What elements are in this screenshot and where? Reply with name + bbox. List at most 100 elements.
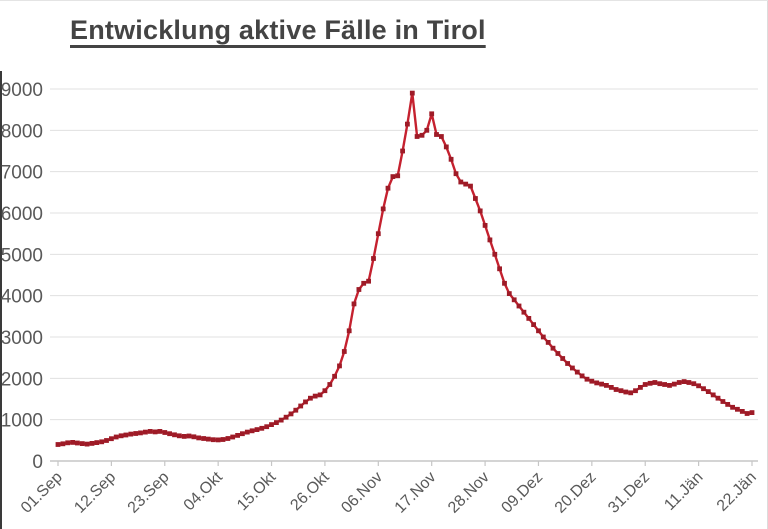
data-point-marker bbox=[79, 441, 85, 446]
y-tick-label: 4000 bbox=[1, 287, 43, 308]
data-point-marker bbox=[371, 256, 376, 261]
data-point-marker bbox=[147, 429, 153, 434]
data-point-marker bbox=[555, 351, 561, 356]
data-point-marker bbox=[385, 185, 391, 191]
data-point-marker bbox=[133, 431, 139, 436]
y-tick-label: 7000 bbox=[1, 163, 43, 184]
data-point-marker bbox=[652, 380, 658, 385]
data-point-marker bbox=[618, 388, 624, 394]
data-point-marker bbox=[628, 390, 634, 396]
data-point-marker bbox=[623, 389, 629, 395]
data-point-marker bbox=[332, 373, 337, 379]
data-point-marker bbox=[604, 383, 609, 388]
data-point-marker bbox=[531, 322, 536, 327]
data-point-marker bbox=[657, 381, 663, 387]
data-point-marker bbox=[671, 381, 677, 387]
y-tick-label: 8000 bbox=[1, 121, 43, 142]
data-point-marker bbox=[735, 406, 740, 412]
data-point-marker bbox=[642, 382, 648, 387]
data-point-marker bbox=[414, 134, 420, 139]
data-point-marker bbox=[128, 431, 134, 437]
data-point-marker bbox=[725, 402, 731, 407]
data-point-marker bbox=[594, 380, 600, 386]
data-point-marker bbox=[574, 369, 580, 375]
data-point-marker bbox=[346, 328, 352, 334]
data-point-marker bbox=[681, 379, 687, 384]
data-point-marker bbox=[599, 381, 604, 387]
y-gridlines bbox=[50, 88, 758, 421]
data-point-marker bbox=[274, 420, 279, 425]
y-tick-label: 0 bbox=[32, 452, 43, 473]
data-point-marker bbox=[366, 278, 371, 284]
data-point-marker bbox=[230, 434, 236, 440]
data-point-marker bbox=[288, 411, 294, 417]
data-point-marker bbox=[327, 382, 333, 387]
data-point-marker bbox=[579, 373, 585, 379]
data-point-marker bbox=[390, 174, 396, 179]
data-point-marker bbox=[443, 144, 449, 150]
data-point-marker bbox=[395, 173, 401, 179]
data-point-marker bbox=[419, 132, 425, 138]
data-point-marker bbox=[196, 435, 202, 441]
x-axis-labels: 01.Sep 12.Sep 23.Sep 04.Okt 15.Okt 26.Okt 06.N… bbox=[18, 468, 760, 516]
data-point-marker bbox=[191, 434, 197, 440]
data-point-marker bbox=[749, 410, 755, 415]
data-point-marker bbox=[638, 385, 643, 390]
data-point-marker bbox=[293, 407, 299, 413]
data-point-marker bbox=[298, 403, 304, 409]
data-point-marker bbox=[701, 386, 706, 392]
data-point-marker bbox=[215, 437, 221, 443]
data-point-marker bbox=[473, 196, 478, 201]
data-point-marker bbox=[312, 393, 318, 399]
data-point-marker bbox=[439, 134, 444, 139]
data-point-marker bbox=[458, 179, 464, 185]
data-point-marker bbox=[210, 437, 216, 443]
x-tick-label: 20.Dez bbox=[552, 469, 600, 517]
data-point-marker bbox=[356, 287, 362, 292]
data-point-marker bbox=[308, 395, 313, 401]
y-tick-label: 2000 bbox=[1, 369, 43, 390]
data-point-marker bbox=[152, 429, 158, 435]
data-point-marker bbox=[109, 436, 114, 442]
data-point-marker bbox=[696, 383, 701, 389]
data-point-marker bbox=[497, 266, 502, 272]
data-point-marker bbox=[65, 440, 71, 446]
data-point-marker bbox=[341, 349, 347, 354]
x-tick-label: 15.Okt bbox=[234, 468, 280, 514]
series-markers bbox=[55, 90, 755, 447]
x-tick-label: 28.Nov bbox=[445, 469, 493, 517]
data-point-marker bbox=[235, 433, 240, 438]
data-point-marker bbox=[502, 280, 507, 286]
x-tick-label: 23.Sep bbox=[125, 469, 173, 517]
data-point-marker bbox=[244, 429, 250, 435]
data-point-marker bbox=[662, 382, 667, 387]
data-point-marker bbox=[667, 383, 672, 388]
data-point-marker bbox=[84, 441, 90, 447]
data-point-marker bbox=[104, 438, 109, 443]
data-point-marker bbox=[249, 428, 255, 434]
x-tick-label: 12.Sep bbox=[71, 469, 119, 517]
y-tick-label: 3000 bbox=[1, 328, 43, 349]
data-point-marker bbox=[118, 433, 124, 439]
x-tick-label: 04.Okt bbox=[181, 468, 227, 514]
y-tick-label: 5000 bbox=[1, 245, 43, 266]
data-point-marker bbox=[322, 388, 328, 394]
data-point-marker bbox=[565, 361, 570, 366]
screen-left-border bbox=[0, 71, 2, 529]
data-point-marker bbox=[506, 291, 512, 296]
data-point-marker bbox=[705, 389, 711, 394]
data-point-marker bbox=[75, 440, 80, 446]
data-point-marker bbox=[361, 280, 367, 286]
data-point-marker bbox=[55, 442, 61, 447]
y-tick-label: 6000 bbox=[1, 204, 43, 225]
data-point-marker bbox=[201, 436, 206, 441]
data-point-marker bbox=[172, 432, 177, 438]
data-point-marker bbox=[570, 365, 575, 371]
data-point-marker bbox=[477, 208, 483, 214]
data-point-marker bbox=[283, 414, 289, 420]
y-tick-label: 9000 bbox=[1, 80, 43, 101]
data-point-marker bbox=[633, 388, 638, 394]
data-point-marker bbox=[686, 380, 692, 385]
data-point-marker bbox=[186, 433, 192, 439]
data-point-marker bbox=[560, 356, 566, 361]
